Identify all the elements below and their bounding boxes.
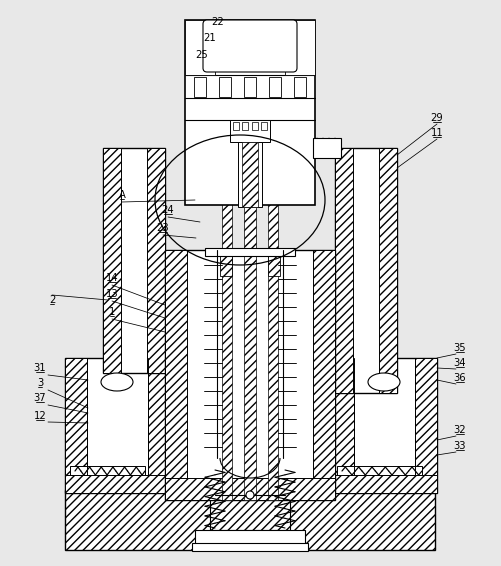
Ellipse shape — [101, 373, 133, 391]
Text: 12: 12 — [34, 411, 46, 421]
Text: 32: 32 — [453, 425, 465, 435]
Bar — [209, 490, 290, 530]
Bar — [334, 148, 396, 393]
Text: 37: 37 — [34, 393, 46, 403]
Bar — [65, 475, 170, 493]
Bar — [204, 248, 295, 256]
Text: 25: 25 — [195, 50, 208, 60]
Bar — [193, 77, 205, 97]
Bar — [70, 466, 145, 475]
Bar — [191, 543, 308, 551]
Bar — [331, 475, 436, 493]
Text: 29: 29 — [430, 113, 442, 123]
Bar — [147, 148, 165, 373]
Bar — [165, 250, 334, 500]
Bar — [251, 122, 257, 130]
Bar — [103, 148, 121, 373]
Text: 1: 1 — [109, 307, 115, 317]
Bar — [218, 77, 230, 97]
Text: 21: 21 — [203, 33, 216, 43]
Bar — [165, 478, 334, 500]
Text: 2: 2 — [49, 295, 55, 305]
Bar — [243, 77, 256, 97]
FancyBboxPatch shape — [202, 20, 297, 72]
Bar — [313, 250, 334, 500]
Bar — [241, 142, 258, 207]
Bar — [194, 530, 305, 544]
Bar — [331, 358, 353, 493]
Circle shape — [245, 491, 254, 499]
Text: 22: 22 — [211, 17, 224, 27]
Bar — [268, 248, 280, 276]
Bar — [414, 358, 436, 493]
Bar — [148, 358, 170, 493]
Text: 34: 34 — [453, 358, 465, 368]
Text: 33: 33 — [453, 441, 465, 451]
Text: 31: 31 — [34, 363, 46, 373]
Bar — [65, 358, 170, 493]
Text: 35: 35 — [453, 343, 465, 353]
Ellipse shape — [367, 373, 399, 391]
Bar — [261, 122, 267, 130]
Bar — [334, 148, 352, 393]
Bar — [336, 466, 421, 475]
Bar — [165, 250, 187, 500]
Bar — [294, 77, 306, 97]
Bar — [232, 122, 238, 130]
Text: 23: 23 — [156, 223, 169, 233]
Bar — [268, 150, 278, 500]
Text: 11: 11 — [430, 128, 442, 138]
Bar — [243, 145, 256, 500]
Bar — [237, 142, 262, 207]
Bar — [331, 358, 436, 493]
Text: 13: 13 — [106, 289, 118, 299]
Bar — [103, 148, 165, 373]
Bar — [285, 20, 314, 75]
Bar — [229, 120, 270, 142]
Text: A: A — [118, 190, 125, 200]
Text: 3: 3 — [37, 378, 43, 388]
Bar — [219, 248, 231, 276]
Bar — [221, 150, 231, 500]
Bar — [313, 138, 340, 158]
Bar — [65, 358, 87, 493]
Bar — [65, 490, 434, 550]
Text: 24: 24 — [161, 205, 174, 215]
Bar — [185, 20, 314, 205]
Text: 14: 14 — [106, 273, 118, 283]
Text: 36: 36 — [453, 373, 465, 383]
Bar — [269, 77, 281, 97]
Bar — [185, 20, 214, 75]
Bar — [242, 122, 248, 130]
Bar — [378, 148, 396, 393]
